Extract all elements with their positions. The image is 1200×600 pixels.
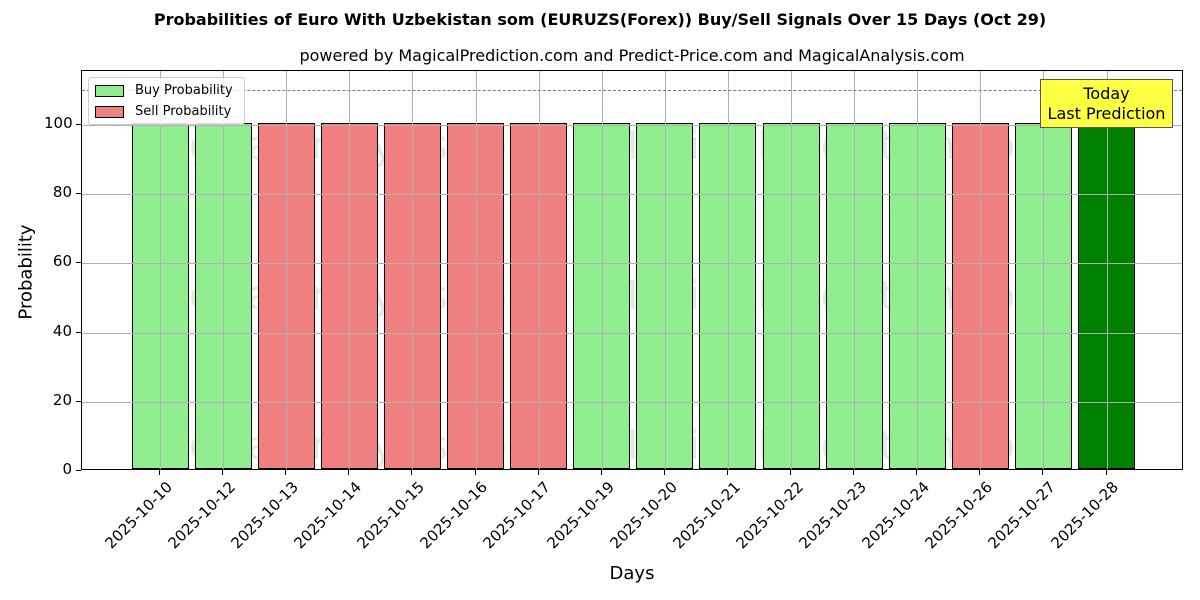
y-tick-label: 0 — [62, 460, 72, 478]
y-tick-mark — [76, 331, 81, 333]
x-tick-mark — [726, 470, 728, 475]
gridline-vertical — [980, 71, 982, 469]
y-tick-mark — [76, 262, 81, 264]
legend-item-sell: Sell Probability — [95, 104, 231, 119]
y-tick-mark — [76, 193, 81, 195]
legend-item-buy: Buy Probability — [95, 83, 233, 98]
x-tick-label: 2025-10-14 — [290, 478, 366, 553]
gridline-horizontal — [82, 263, 1182, 265]
legend: Buy Probability Sell Probability — [88, 77, 245, 125]
annotation-line-1: Today — [1083, 84, 1130, 103]
x-tick-mark — [348, 470, 350, 475]
sell-swatch-icon — [95, 105, 124, 118]
x-tick-label: 2025-10-12 — [164, 478, 239, 553]
buy-swatch-icon — [95, 84, 124, 97]
x-tick-label: 2025-10-19 — [543, 478, 618, 553]
x-tick-mark — [285, 470, 287, 475]
x-tick-label: 2025-10-28 — [1047, 478, 1123, 553]
annotation-line-2: Last Prediction — [1047, 104, 1166, 123]
y-tick-label: 20 — [52, 390, 72, 409]
gridline-vertical — [791, 71, 792, 469]
gridline-horizontal — [82, 401, 1182, 403]
gridline-vertical — [601, 71, 603, 469]
chart-title: Probabilities of Euro With Uzbekistan so… — [153, 10, 1047, 29]
legend-label-buy: Buy Probability — [135, 83, 233, 98]
today-annotation: Today Last Prediction — [1040, 79, 1173, 128]
y-axis-label: Probability — [15, 224, 37, 320]
gridline-vertical — [160, 71, 161, 469]
gridline-vertical — [349, 71, 351, 469]
gridline-horizontal — [82, 332, 1182, 334]
x-tick-mark — [1042, 470, 1044, 475]
gridline-vertical — [412, 71, 414, 469]
gridline-vertical — [727, 71, 729, 469]
x-tick-mark — [474, 470, 476, 475]
x-tick-mark — [916, 470, 918, 475]
y-tick-label: 100 — [44, 114, 73, 132]
y-tick-mark — [76, 400, 81, 402]
x-axis-label: Days — [609, 563, 655, 584]
x-tick-mark — [790, 470, 791, 475]
x-tick-mark — [1105, 470, 1107, 475]
x-tick-label: 2025-10-24 — [858, 478, 933, 553]
x-tick-mark — [600, 470, 602, 475]
y-tick-label: 80 — [52, 183, 72, 202]
x-tick-label: 2025-10-10 — [101, 478, 176, 553]
y-tick-mark — [76, 124, 81, 125]
gridline-vertical — [1043, 71, 1045, 469]
plot-area: MagicalAnalysis.comMagicalPrediction.com… — [81, 70, 1183, 470]
x-tick-label: 2025-10-22 — [732, 478, 807, 553]
y-tick-label: 40 — [52, 321, 72, 340]
x-tick-label: 2025-10-23 — [795, 478, 870, 553]
gridline-vertical — [917, 71, 919, 469]
reference-line — [82, 90, 1182, 92]
x-tick-mark — [222, 470, 224, 475]
x-tick-mark — [537, 470, 539, 475]
x-tick-label: 2025-10-15 — [353, 478, 429, 553]
x-tick-mark — [411, 470, 413, 475]
gridline-vertical — [286, 71, 288, 469]
x-tick-mark — [663, 470, 665, 475]
x-tick-label: 2025-10-13 — [227, 478, 302, 553]
gridline-vertical — [223, 71, 225, 469]
x-tick-mark — [853, 470, 855, 475]
x-tick-mark — [979, 470, 981, 475]
legend-label-sell: Sell Probability — [135, 104, 232, 119]
y-tick-label: 60 — [52, 252, 72, 271]
gridline-vertical — [1106, 71, 1108, 469]
gridline-horizontal — [82, 194, 1182, 196]
gridline-horizontal — [82, 125, 1182, 126]
x-tick-label: 2025-10-17 — [479, 478, 555, 553]
chart-subtitle: powered by MagicalPrediction.com and Pre… — [299, 46, 965, 65]
x-tick-label: 2025-10-26 — [921, 478, 997, 553]
x-tick-mark — [159, 470, 160, 475]
gridline-vertical — [664, 71, 666, 469]
x-tick-label: 2025-10-16 — [416, 478, 492, 553]
y-tick-mark — [76, 470, 81, 471]
gridline-vertical — [538, 71, 540, 469]
gridline-vertical — [475, 71, 477, 469]
x-tick-label: 2025-10-21 — [669, 478, 744, 553]
x-tick-label: 2025-10-27 — [984, 478, 1060, 553]
gridline-vertical — [854, 71, 856, 469]
